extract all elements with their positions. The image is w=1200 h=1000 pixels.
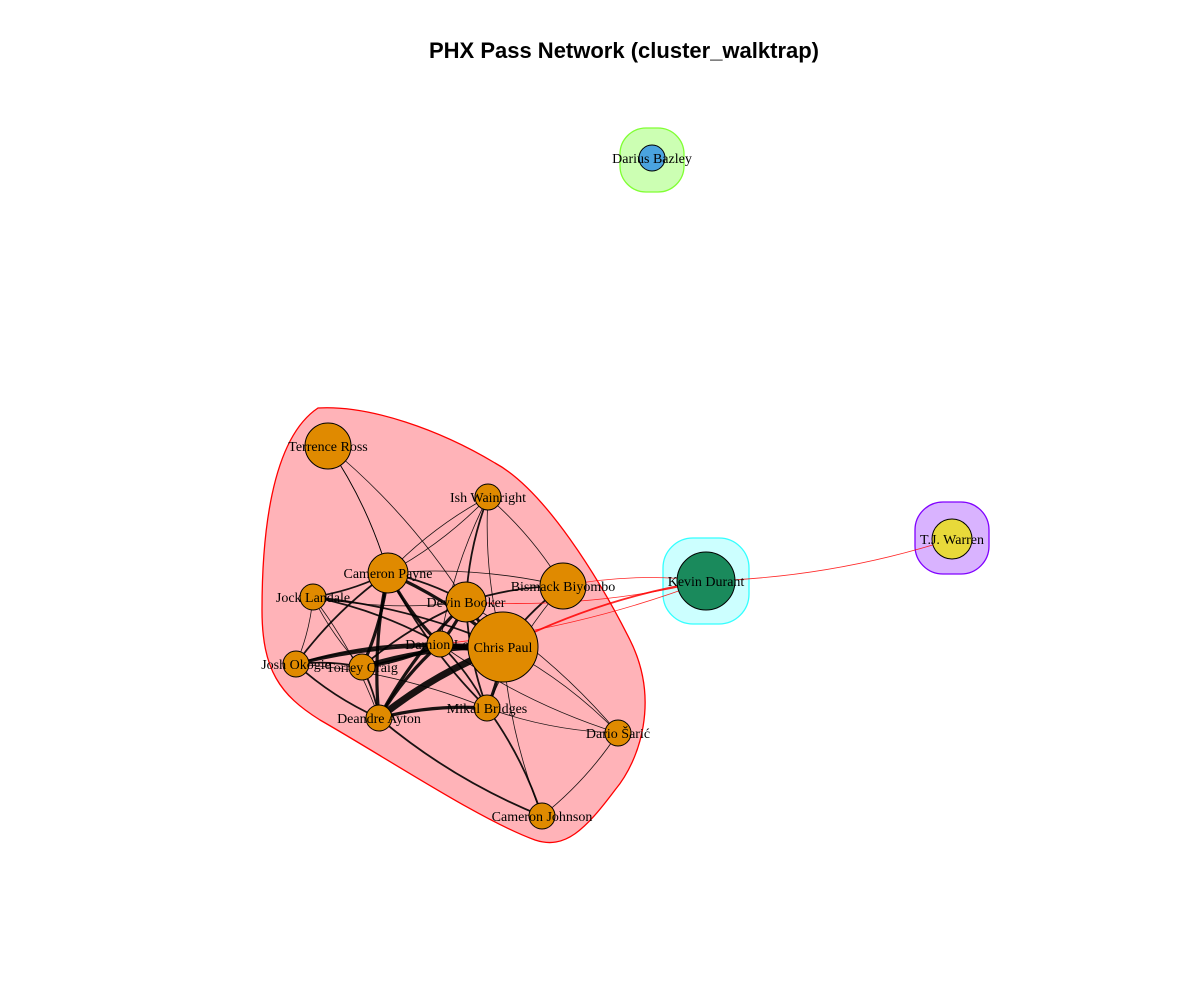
pass-edge	[439, 643, 619, 734]
player-node-lee: Damion Lee	[405, 630, 475, 658]
player-node-saric: Dario Šarić	[586, 719, 650, 747]
player-node-label: Devin Booker	[427, 596, 506, 611]
pass-edge	[295, 643, 441, 665]
player-node-circle	[473, 694, 501, 722]
player-node-circle	[638, 144, 666, 172]
player-node-craig: Torrey Craig	[326, 653, 398, 681]
pass-edge	[486, 707, 619, 734]
player-node-circle	[474, 483, 502, 511]
player-node-durant: Kevin Durant	[668, 551, 745, 611]
player-node-circle	[676, 551, 736, 611]
player-node-circle	[348, 653, 376, 681]
player-node-label: Terrence Ross	[288, 440, 368, 455]
player-node-circle	[304, 422, 352, 470]
player-node-label: Mikal Bridges	[447, 702, 528, 717]
player-node-label: Jock Landale	[276, 591, 350, 606]
player-node-wainright: Ish Wainright	[450, 483, 526, 511]
player-node-paul: Chris Paul	[467, 611, 539, 683]
pass-edge	[705, 538, 953, 582]
player-node-landale: Jock Landale	[276, 583, 350, 611]
player-node-label: Kevin Durant	[668, 575, 745, 590]
pass-edge	[327, 445, 467, 603]
player-node-circle	[528, 802, 556, 830]
player-node-label: Chris Paul	[474, 641, 533, 656]
player-node-label: Deandre Ayton	[337, 712, 421, 727]
player-node-label: Dario Šarić	[586, 725, 650, 742]
player-node-circle	[282, 650, 310, 678]
player-node-label: Ish Wainright	[450, 491, 526, 506]
player-node-label: Torrey Craig	[326, 661, 398, 676]
player-node-circle	[367, 552, 409, 594]
player-node-circle	[426, 630, 454, 658]
player-node-label: Josh Okogie	[261, 658, 331, 673]
player-node-biyombo: Bismack Biyombo	[511, 562, 616, 610]
player-node-warren: T.J. Warren	[920, 518, 984, 560]
graph-title: PHX Pass Network (cluster_walktrap)	[429, 38, 819, 63]
player-node-label: Cameron Johnson	[492, 810, 593, 825]
player-node-label: Darius Bazley	[612, 152, 692, 167]
pass-edge	[295, 663, 488, 709]
pass-edge	[378, 717, 543, 817]
player-node-ayton: Deandre Ayton	[337, 704, 421, 732]
player-node-johnson: Cameron Johnson	[492, 802, 593, 830]
player-node-label: Cameron Payne	[343, 567, 432, 582]
node-layer: Terrence Ross Ish Wainright Cameron Payne J…	[261, 144, 984, 830]
player-node-circle	[467, 611, 539, 683]
player-node-circle	[539, 562, 587, 610]
pass-edge	[486, 707, 543, 817]
pass-edge	[312, 596, 441, 645]
player-node-payne: Cameron Payne	[343, 552, 433, 594]
player-node-booker: Devin Booker	[427, 581, 506, 623]
player-node-label: Damion Lee	[405, 638, 475, 653]
player-node-circle	[365, 704, 393, 732]
player-node-circle	[445, 581, 487, 623]
player-node-label: T.J. Warren	[920, 533, 984, 548]
player-node-okogie: Josh Okogie	[261, 650, 331, 678]
player-node-circle	[299, 583, 327, 611]
pass-edge	[465, 580, 707, 604]
player-node-circle	[931, 518, 973, 560]
player-node-bazley: Darius Bazley	[612, 144, 692, 172]
player-node-label: Bismack Biyombo	[511, 580, 616, 595]
player-node-ross: Terrence Ross	[288, 422, 368, 470]
pass-edge	[439, 496, 489, 645]
player-node-bridges: Mikal Bridges	[447, 694, 528, 722]
player-node-circle	[604, 719, 632, 747]
